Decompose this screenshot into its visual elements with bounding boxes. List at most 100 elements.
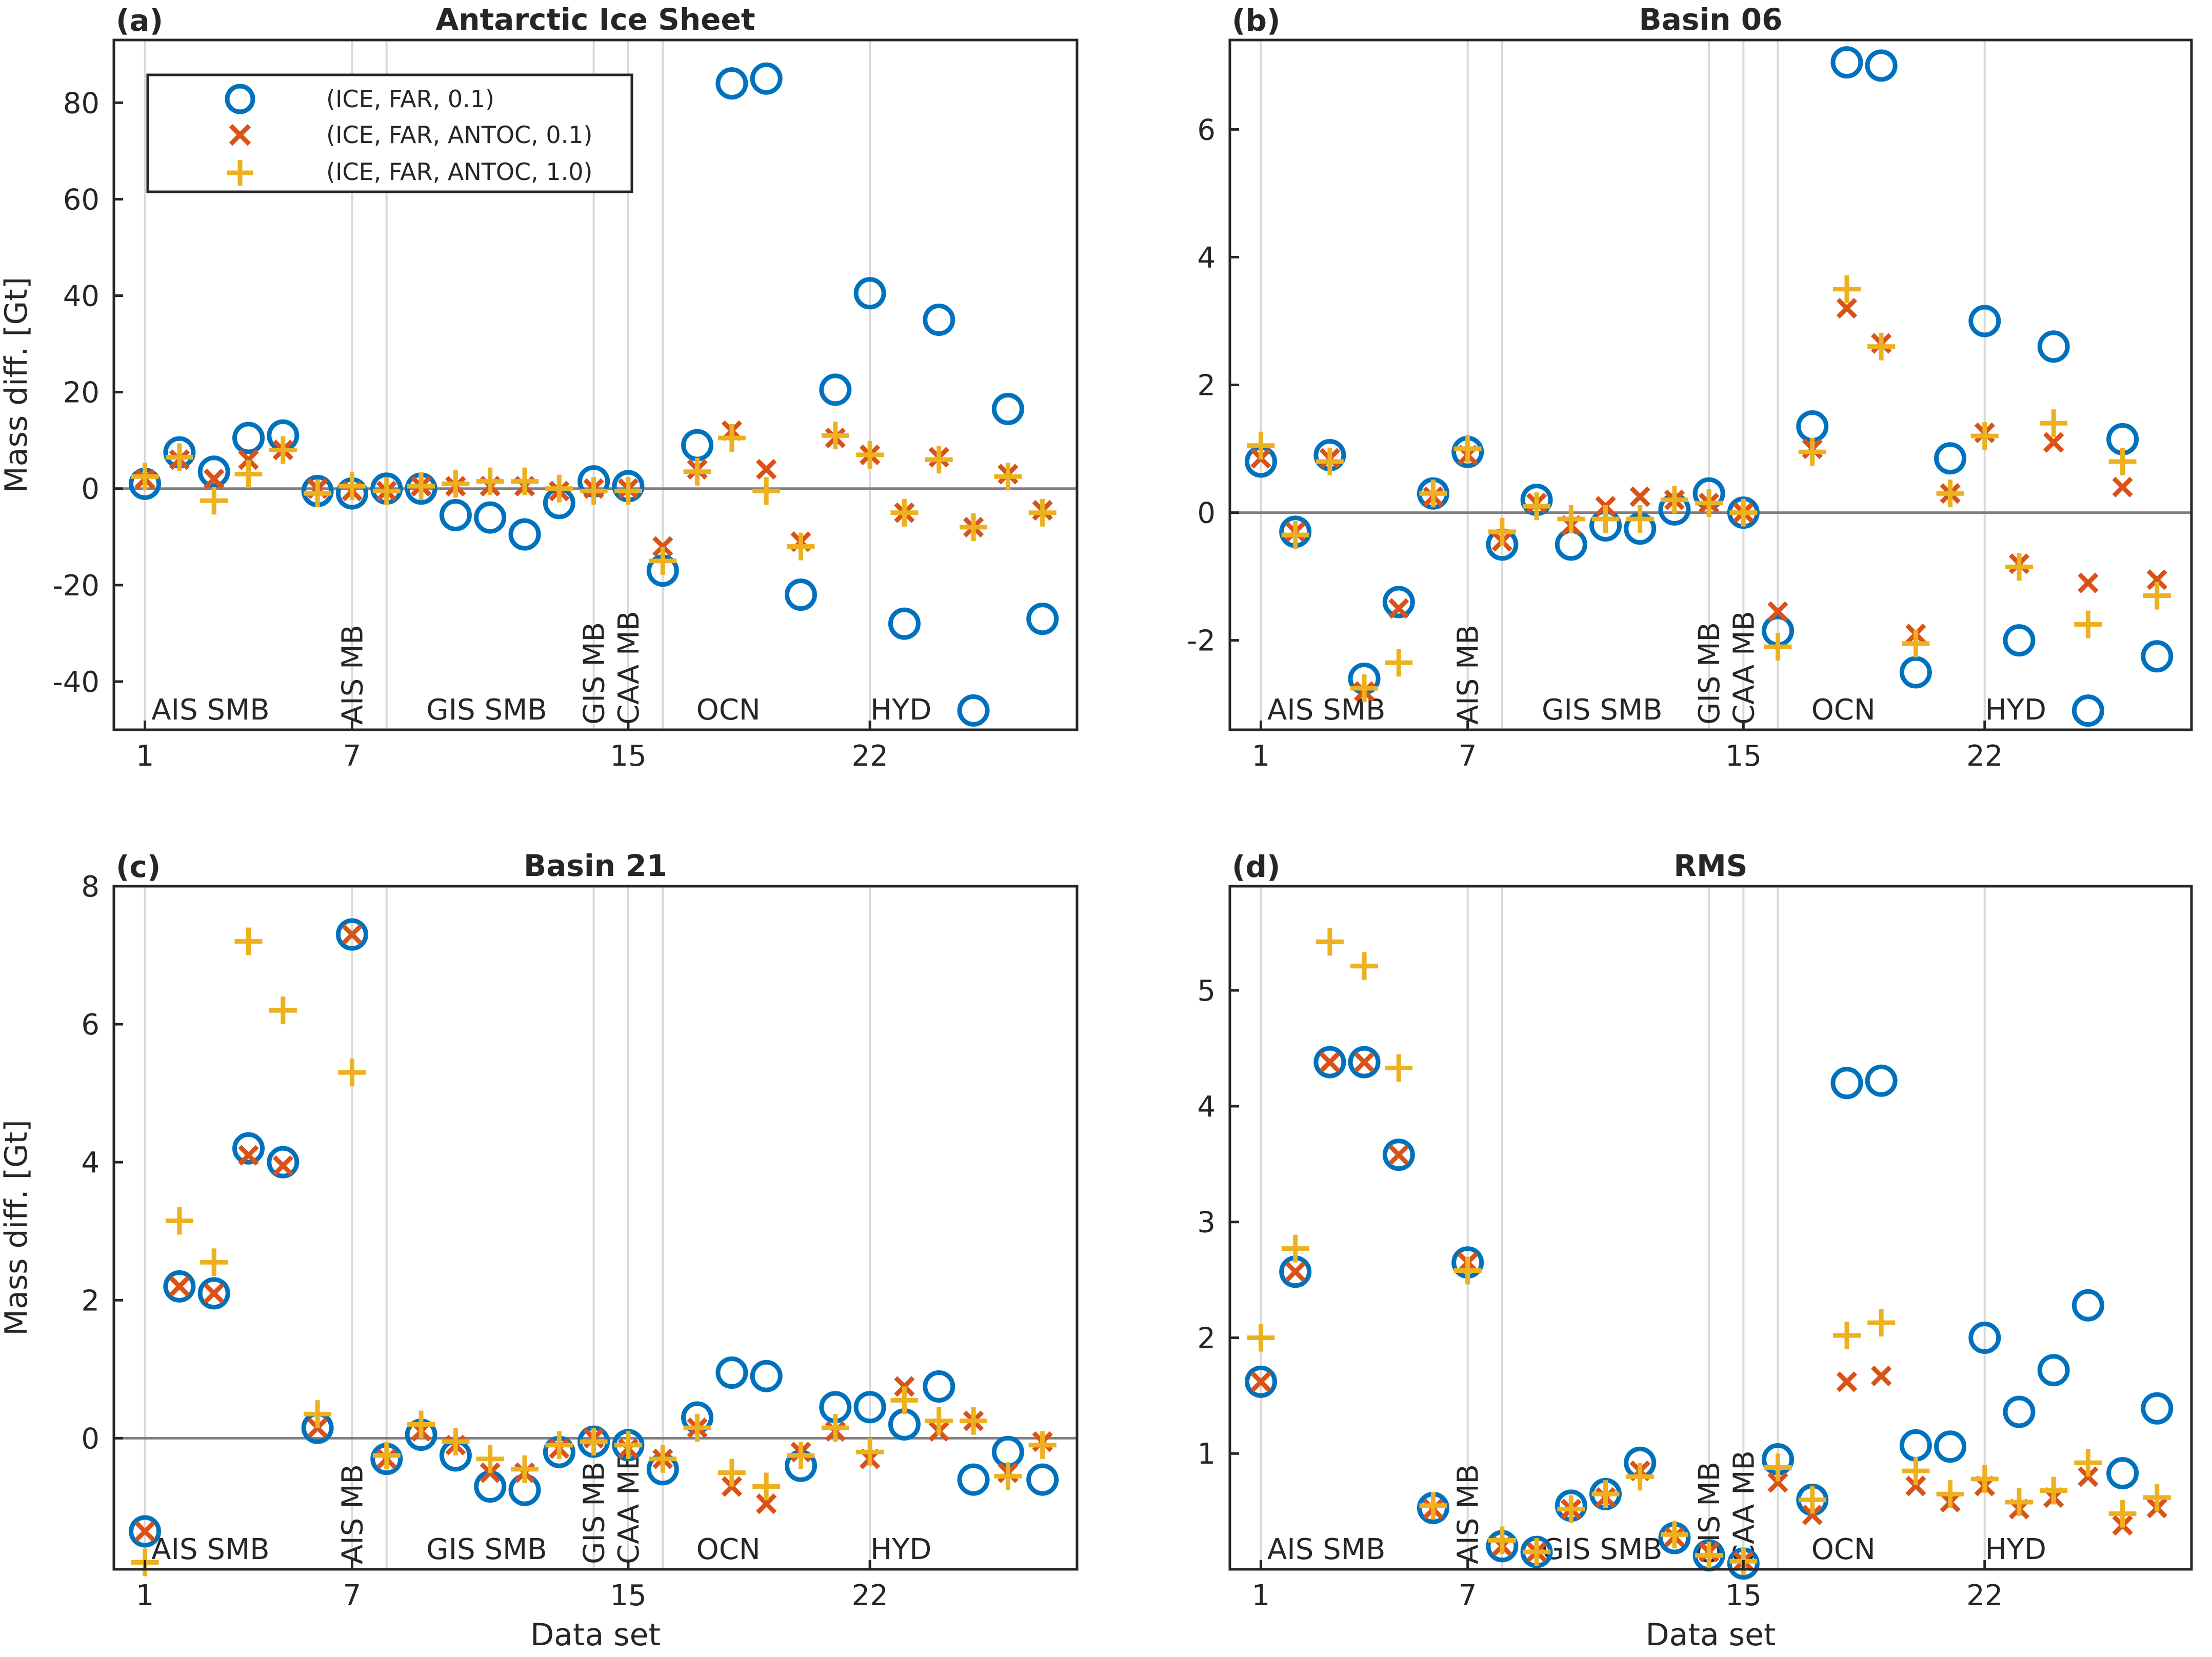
group-label: AIS SMB	[151, 1533, 269, 1566]
data-point-plus	[442, 470, 470, 498]
y-tick-label: -2	[1187, 625, 1215, 658]
group-label: CAA MB	[1727, 611, 1761, 725]
data-point-plus	[200, 487, 228, 515]
data-point-plus	[442, 1428, 470, 1456]
group-label: OCN	[696, 1533, 761, 1566]
data-point-plus	[165, 1207, 193, 1235]
data-point-circle	[715, 1356, 748, 1389]
y-tick-label: 0	[1197, 497, 1215, 530]
data-point-plus	[1591, 1480, 1620, 1508]
x-tick-label: 7	[343, 740, 362, 773]
data-point-plus	[234, 927, 263, 955]
axes-frame	[112, 885, 1079, 1571]
y-tick-label: 3	[1197, 1206, 1215, 1240]
data-point-plus	[925, 446, 953, 474]
data-point-plus	[372, 477, 401, 505]
data-point-plus	[511, 1455, 539, 1483]
data-point-cross	[1767, 601, 1788, 622]
data-point-circle	[1026, 1463, 1059, 1496]
data-point-plus	[1488, 1526, 1516, 1554]
y-tick-label: 0	[81, 473, 99, 506]
x-tick-label: 7	[1459, 1579, 1477, 1612]
data-point-plus	[925, 1407, 953, 1435]
data-point-cross	[756, 458, 777, 480]
legend-plus-marker	[227, 160, 253, 186]
data-point-circle	[267, 1146, 300, 1179]
y-axis-label: Mass diff. [Gt]	[0, 277, 34, 493]
data-point-cross	[1629, 486, 1650, 507]
data-point-plus	[1936, 1480, 1964, 1508]
data-point-cross	[1767, 1472, 1788, 1493]
group-label: AIS MB	[336, 1464, 369, 1564]
data-point-circle	[2141, 1392, 2174, 1425]
legend-cross-marker	[229, 124, 251, 146]
group-label: GIS MB	[578, 622, 611, 725]
panel-letter: (d)	[1232, 849, 1281, 884]
data-point-plus	[994, 1462, 1022, 1490]
data-point-plus	[1832, 275, 1861, 303]
data-point-plus	[1385, 649, 1413, 677]
data-point-cross	[1388, 598, 1409, 619]
data-point-plus	[476, 1445, 504, 1473]
data-point-plus	[683, 457, 711, 486]
data-point-plus	[200, 1248, 228, 1276]
y-tick-label: 20	[63, 376, 99, 410]
data-point-circle	[1313, 1046, 1346, 1079]
panel-title: Basin 21	[524, 848, 667, 883]
group-label: AIS MB	[1452, 625, 1485, 725]
group-label: HYD	[870, 693, 931, 727]
data-point-cross	[1319, 1051, 1341, 1073]
data-point-plus	[856, 1438, 884, 1466]
data-point-cross	[1836, 297, 1858, 319]
data-point-plus	[1419, 1491, 1447, 1520]
x-tick-label: 15	[1725, 1579, 1762, 1612]
x-tick-label: 1	[136, 1579, 154, 1612]
y-tick-label: 2	[81, 1284, 99, 1317]
group-label: OCN	[1811, 1533, 1876, 1566]
x-tick-label: 22	[851, 1579, 888, 1612]
y-tick-label: 40	[63, 280, 99, 313]
data-point-plus	[1695, 489, 1723, 517]
data-point-circle	[1968, 1321, 2001, 1354]
x-tick-label: 15	[610, 1579, 646, 1612]
data-point-cross	[1388, 1144, 1409, 1165]
data-point-plus	[545, 1431, 573, 1459]
data-point-plus	[1902, 1457, 1930, 1485]
group-label: GIS SMB	[1542, 693, 1663, 727]
data-point-circle	[1830, 1067, 1863, 1100]
data-point-cross	[204, 1283, 225, 1304]
data-point-cross	[1285, 1261, 1306, 1282]
x-axis-label: Data set	[1645, 1617, 1776, 1653]
data-point-plus	[821, 1414, 849, 1442]
x-tick-label: 22	[1966, 1579, 2003, 1612]
data-point-circle	[957, 694, 990, 727]
data-point-circle	[2003, 624, 2036, 657]
x-tick-label: 15	[1725, 740, 1762, 773]
data-point-plus	[2074, 1449, 2102, 1477]
data-point-plus	[2108, 447, 2137, 475]
data-point-plus	[1557, 1495, 1585, 1523]
data-point-plus	[545, 474, 573, 503]
data-point-circle	[888, 607, 921, 640]
data-point-plus	[1764, 1453, 1792, 1482]
data-point-plus	[476, 467, 504, 495]
data-point-plus	[1281, 1234, 1309, 1263]
y-tick-label: 4	[1197, 1090, 1215, 1124]
data-point-circle	[923, 304, 955, 336]
data-point-circle	[439, 498, 472, 531]
data-point-cross	[238, 1145, 259, 1166]
y-tick-label: 0	[81, 1422, 99, 1455]
data-point-circle	[1934, 1430, 1967, 1463]
data-point-circle	[1899, 656, 1932, 689]
legend-label-plus: (ICE, FAR, ANTOC, 1.0)	[326, 158, 593, 186]
data-point-circle	[1865, 49, 1898, 82]
data-point-plus	[960, 1407, 988, 1435]
data-point-plus	[1729, 498, 1758, 527]
axes-frame	[112, 38, 1079, 731]
panel-letter: (c)	[116, 849, 161, 884]
y-tick-label: 6	[1197, 113, 1215, 147]
data-point-plus	[752, 1472, 781, 1501]
y-tick-label: -40	[53, 666, 99, 699]
y-tick-label: 1	[1197, 1438, 1215, 1471]
data-point-circle	[1934, 442, 1967, 475]
